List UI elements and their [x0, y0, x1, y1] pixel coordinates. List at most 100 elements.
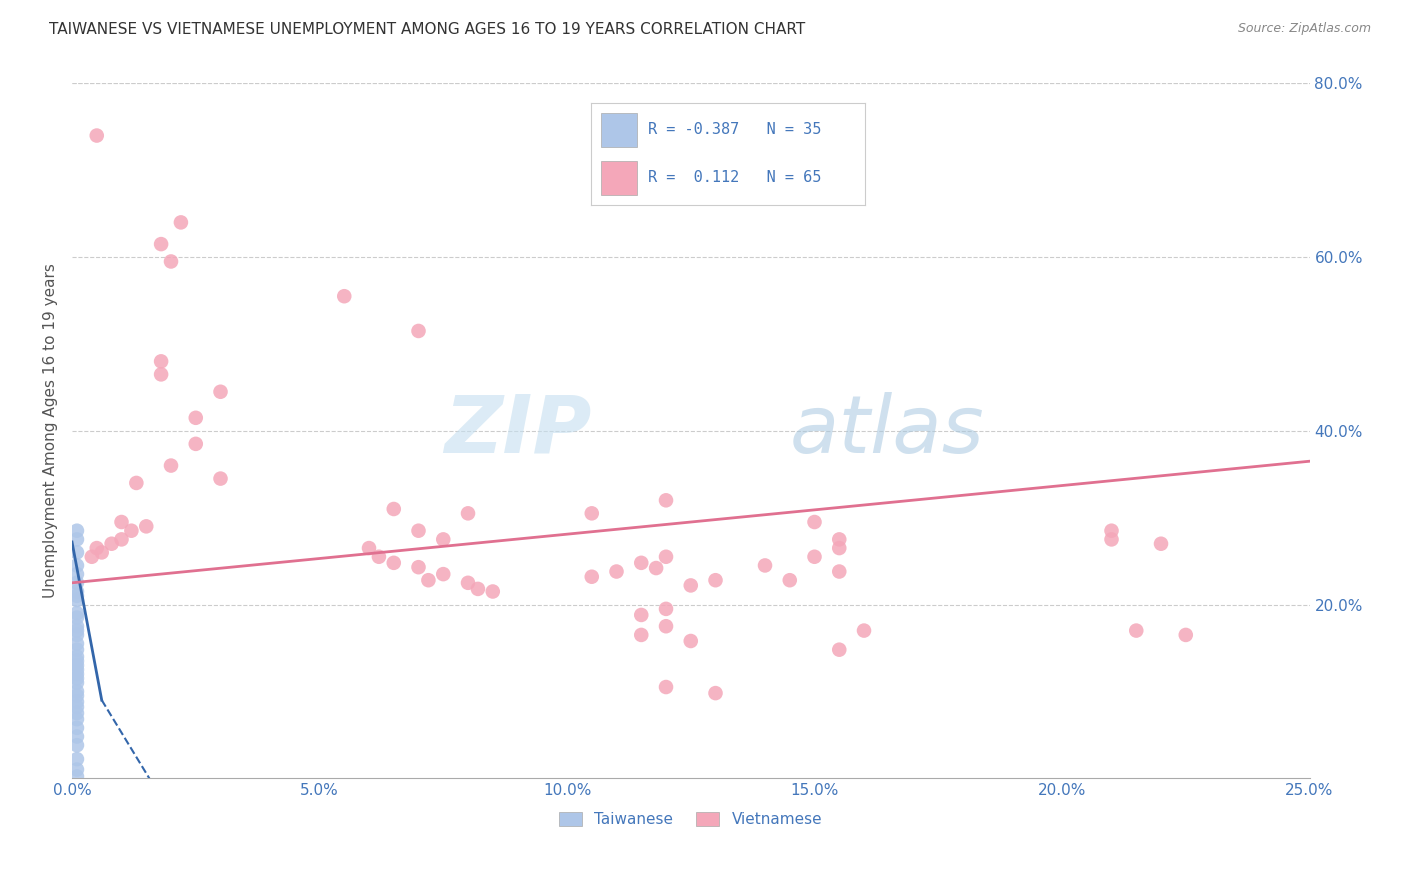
Point	[90, 545, 112, 559]
Y-axis label: Unemployment Among Ages 16 to 19 years: Unemployment Among Ages 16 to 19 years	[44, 263, 58, 599]
Point	[655, 680, 678, 694]
Point	[170, 215, 193, 229]
Point	[828, 533, 851, 547]
Point	[66, 671, 89, 685]
Point	[66, 721, 89, 735]
Point	[581, 506, 603, 520]
Point	[66, 700, 89, 714]
Point	[66, 663, 89, 677]
Point	[704, 573, 727, 587]
Point	[110, 515, 132, 529]
Point	[66, 763, 89, 777]
Point	[66, 610, 89, 624]
Point	[382, 502, 405, 516]
Point	[1101, 533, 1123, 547]
Point	[110, 533, 132, 547]
Point	[1174, 628, 1197, 642]
Point	[66, 689, 89, 703]
Point	[66, 649, 89, 664]
Point	[66, 770, 89, 784]
Point	[66, 628, 89, 642]
Point	[779, 573, 801, 587]
Point	[704, 686, 727, 700]
Point	[100, 537, 122, 551]
Point	[367, 549, 389, 564]
Point	[184, 437, 207, 451]
Point	[432, 567, 454, 582]
Point	[125, 475, 148, 490]
Point	[432, 533, 454, 547]
Point	[66, 752, 89, 766]
Point	[828, 565, 851, 579]
Point	[333, 289, 356, 303]
Text: TAIWANESE VS VIETNAMESE UNEMPLOYMENT AMONG AGES 16 TO 19 YEARS CORRELATION CHART: TAIWANESE VS VIETNAMESE UNEMPLOYMENT AMO…	[49, 22, 806, 37]
Point	[66, 624, 89, 638]
Point	[581, 570, 603, 584]
Point	[66, 667, 89, 681]
Point	[630, 628, 652, 642]
Point	[86, 128, 108, 143]
Point	[679, 634, 702, 648]
Point	[209, 472, 232, 486]
Point	[1150, 537, 1173, 551]
Point	[120, 524, 142, 538]
Point	[66, 654, 89, 668]
Point	[457, 506, 479, 520]
Point	[150, 354, 173, 368]
Point	[853, 624, 876, 638]
Point	[66, 533, 89, 547]
Point	[66, 558, 89, 573]
Point	[655, 602, 678, 616]
Point	[645, 561, 668, 575]
Point	[828, 642, 851, 657]
Point	[66, 730, 89, 744]
Point	[408, 524, 430, 538]
Point	[418, 573, 440, 587]
Point	[357, 541, 380, 555]
Point	[655, 549, 678, 564]
Point	[66, 675, 89, 690]
Point	[408, 560, 430, 574]
Point	[160, 458, 183, 473]
Point	[66, 712, 89, 726]
Point	[655, 619, 678, 633]
Point	[66, 684, 89, 698]
Point	[382, 556, 405, 570]
Point	[66, 589, 89, 603]
FancyBboxPatch shape	[602, 113, 637, 146]
Point	[1125, 624, 1147, 638]
Point	[457, 575, 479, 590]
Point	[66, 524, 89, 538]
Point	[184, 410, 207, 425]
Point	[828, 541, 851, 555]
Point	[66, 606, 89, 620]
Point	[66, 575, 89, 590]
Point	[467, 582, 489, 596]
Point	[803, 549, 825, 564]
Text: ZIP: ZIP	[444, 392, 592, 470]
Text: Source: ZipAtlas.com: Source: ZipAtlas.com	[1237, 22, 1371, 36]
Point	[66, 567, 89, 582]
Point	[481, 584, 503, 599]
Point	[66, 642, 89, 657]
Legend: Taiwanese, Vietnamese: Taiwanese, Vietnamese	[553, 805, 828, 833]
FancyBboxPatch shape	[602, 161, 637, 194]
Point	[66, 545, 89, 559]
Point	[679, 578, 702, 592]
Text: R = -0.387   N = 35: R = -0.387 N = 35	[648, 122, 821, 137]
Point	[66, 619, 89, 633]
Point	[66, 695, 89, 709]
Point	[803, 515, 825, 529]
Point	[66, 637, 89, 651]
Point	[135, 519, 157, 533]
Point	[150, 237, 173, 252]
Text: R =  0.112   N = 65: R = 0.112 N = 65	[648, 170, 821, 186]
Point	[160, 254, 183, 268]
Point	[150, 368, 173, 382]
Point	[605, 565, 627, 579]
Point	[630, 556, 652, 570]
Point	[209, 384, 232, 399]
Point	[66, 593, 89, 607]
Point	[86, 541, 108, 555]
Point	[66, 584, 89, 599]
